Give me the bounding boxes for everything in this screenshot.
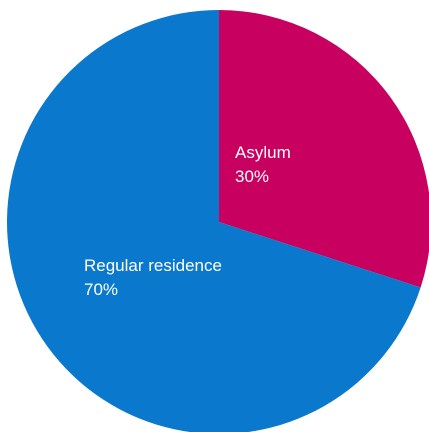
pie-slice-asylum [219, 10, 429, 288]
slices-group [7, 10, 429, 432]
slice-label-regular-residence: Regular residence [84, 256, 222, 275]
slice-label-asylum: Asylum [235, 143, 291, 162]
labels-group: Asylum 30% Regular residence 70% [84, 143, 291, 299]
pie-slice-regular-residence [7, 10, 421, 432]
slice-value-regular-residence: 70% [84, 280, 118, 299]
slice-value-asylum: 30% [235, 167, 269, 186]
